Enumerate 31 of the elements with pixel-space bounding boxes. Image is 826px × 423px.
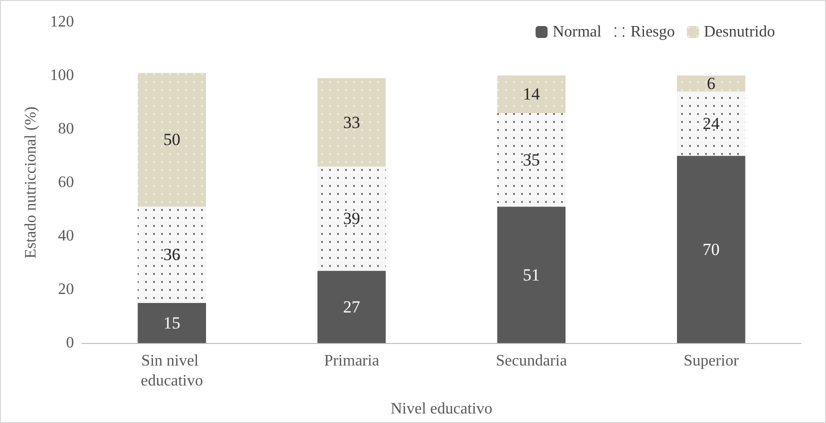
data-label: 35 bbox=[522, 150, 540, 170]
bar bbox=[138, 302, 206, 343]
x-axis-title: Nivel educativo bbox=[390, 400, 492, 418]
y-axis-title: Estado nutriccional (%) bbox=[22, 106, 40, 258]
data-label: 24 bbox=[702, 114, 720, 134]
y-tick-label: 60 bbox=[58, 174, 74, 191]
y-tick-label: 120 bbox=[50, 14, 74, 30]
data-label: 6 bbox=[706, 74, 716, 94]
x-tick-label: Primaria bbox=[324, 352, 380, 370]
data-label: 27 bbox=[343, 297, 361, 316]
bar bbox=[497, 206, 566, 343]
data-label: 36 bbox=[163, 245, 180, 264]
x-tick-label: Secundaria bbox=[496, 352, 567, 370]
data-label: 15 bbox=[163, 313, 180, 332]
x-tick-label: Sin nivel educativo bbox=[140, 352, 203, 390]
data-label: 39 bbox=[343, 209, 360, 228]
y-tick-label: 40 bbox=[58, 228, 74, 244]
y-tick-label: 80 bbox=[58, 120, 74, 138]
bar bbox=[317, 270, 386, 343]
y-tick-label: 20 bbox=[58, 281, 74, 298]
legend-label: Riesgo bbox=[630, 24, 675, 40]
y-tick-label: 100 bbox=[50, 67, 74, 84]
data-label: 70 bbox=[702, 240, 720, 259]
data-label: 14 bbox=[522, 84, 540, 104]
y-tick-label: 0 bbox=[66, 334, 74, 352]
legend-label: Normal bbox=[552, 24, 602, 40]
data-label: 33 bbox=[343, 112, 360, 132]
data-label: 51 bbox=[522, 265, 540, 284]
legend-label: Desnutrido bbox=[704, 24, 776, 40]
x-tick-label: Superior bbox=[684, 352, 740, 370]
data-label: 50 bbox=[163, 130, 180, 150]
